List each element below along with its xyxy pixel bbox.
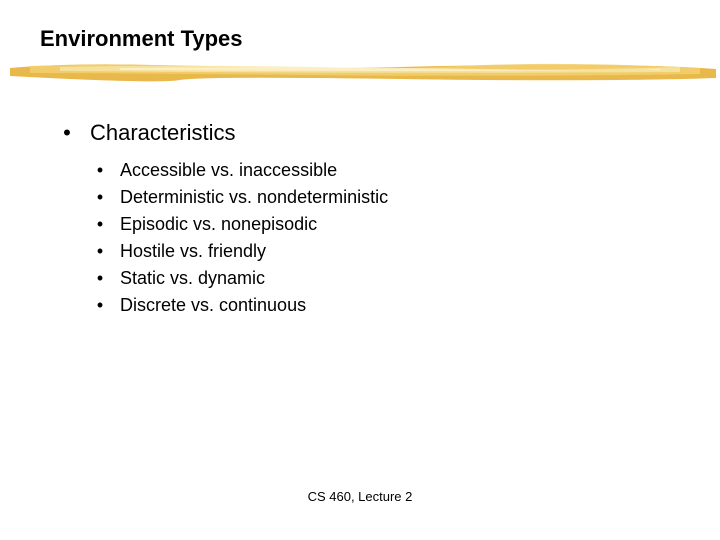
slide-footer: CS 460, Lecture 2 xyxy=(0,489,720,504)
title-area: Environment Types xyxy=(40,26,680,58)
list-item: • Episodic vs. nonepisodic xyxy=(94,214,660,235)
bullet-icon: • xyxy=(94,187,106,208)
list-item: • Static vs. dynamic xyxy=(94,268,660,289)
bullet-icon: • xyxy=(60,120,74,146)
level1-item: • Characteristics xyxy=(60,120,660,146)
bullet-icon: • xyxy=(94,214,106,235)
slide: Environment Types • Characteristics • Ac… xyxy=(0,0,720,540)
level1-text: Characteristics xyxy=(90,120,235,146)
list-item: • Accessible vs. inaccessible xyxy=(94,160,660,181)
bullet-icon: • xyxy=(94,295,106,316)
list-item: • Hostile vs. friendly xyxy=(94,241,660,262)
bullet-icon: • xyxy=(94,268,106,289)
level2-text: Hostile vs. friendly xyxy=(120,241,266,262)
content-area: • Characteristics • Accessible vs. inacc… xyxy=(60,120,660,322)
level2-text: Static vs. dynamic xyxy=(120,268,265,289)
level2-text: Episodic vs. nonepisodic xyxy=(120,214,317,235)
bullet-icon: • xyxy=(94,241,106,262)
list-item: • Discrete vs. continuous xyxy=(94,295,660,316)
list-item: • Deterministic vs. nondeterministic xyxy=(94,187,660,208)
bullet-icon: • xyxy=(94,160,106,181)
level2-list: • Accessible vs. inaccessible • Determin… xyxy=(94,160,660,316)
level2-text: Discrete vs. continuous xyxy=(120,295,306,316)
brush-underline xyxy=(0,56,720,84)
slide-title: Environment Types xyxy=(40,26,680,52)
level2-text: Accessible vs. inaccessible xyxy=(120,160,337,181)
level2-text: Deterministic vs. nondeterministic xyxy=(120,187,388,208)
